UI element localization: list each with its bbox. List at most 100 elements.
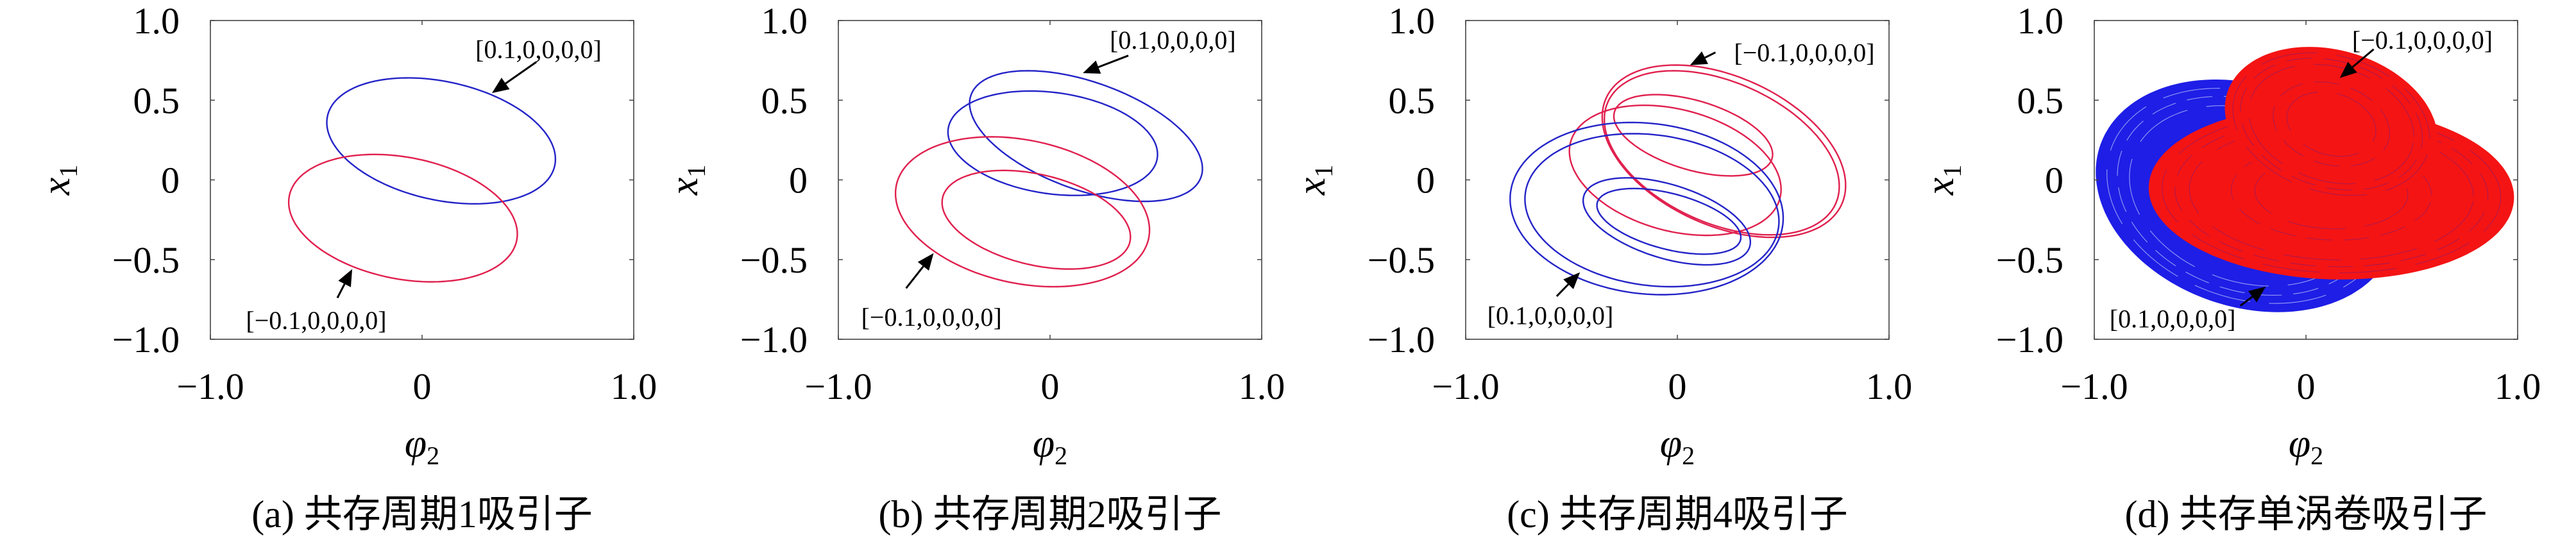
y-tick-label: 0 xyxy=(2045,160,2063,201)
arrow-head-icon xyxy=(2248,286,2266,303)
y-tick-label: −0.5 xyxy=(112,239,180,281)
arrow-shaft xyxy=(1555,283,1570,297)
attractor-texture xyxy=(2174,118,2489,267)
y-axis-label: x1 xyxy=(1290,165,1338,196)
attractor-curve xyxy=(941,169,1131,270)
annotation: [−0.1,0,0,0,0] xyxy=(2339,26,2493,78)
attractor-texture xyxy=(2273,81,2390,167)
subfigure-caption: (b) 共存周期2吸引子 xyxy=(879,493,1222,536)
initial-condition-label: [−0.1,0,0,0,0] xyxy=(1734,38,1874,67)
attractor-curve xyxy=(969,70,1203,203)
annotation: [−0.1,0,0,0,0] xyxy=(246,269,387,335)
attractor-texture xyxy=(2286,91,2377,157)
arrow-head-icon xyxy=(917,253,934,271)
arrow-head-icon xyxy=(338,269,353,287)
x-tick-label: −1.0 xyxy=(1432,366,1499,407)
annotation: [−0.1,0,0,0,0] xyxy=(861,253,1002,332)
x-axis-symbol: φ xyxy=(1660,422,1682,466)
series-1 xyxy=(287,153,518,283)
y-tick-label: −0.5 xyxy=(740,239,808,281)
arrow-head-icon xyxy=(1083,60,1101,74)
x-tick-label: 0 xyxy=(1668,366,1687,407)
plot-area xyxy=(287,77,557,283)
attractor-curve xyxy=(1601,64,1847,239)
attractor-curve xyxy=(1568,105,1782,237)
attractor-texture xyxy=(2240,58,2423,190)
y-tick-label: −1.0 xyxy=(112,319,180,360)
x-axis-subscript: 2 xyxy=(1055,441,1067,470)
initial-condition-label: [−0.1,0,0,0,0] xyxy=(2352,26,2493,55)
y-tick-label: 1.0 xyxy=(133,0,180,42)
initial-condition-label: [0.1,0,0,0,0] xyxy=(1487,301,1614,330)
y-axis-subscript: 1 xyxy=(54,165,83,178)
subfigure-caption: (c) 共存周期4吸引子 xyxy=(1507,493,1848,536)
y-tick-label: 1.0 xyxy=(2017,0,2064,42)
attractor-curve xyxy=(326,77,557,205)
y-tick-label: −1.0 xyxy=(740,319,808,360)
y-tick-label: 0.5 xyxy=(2017,80,2064,121)
annotation: [0.1,0,0,0,0] xyxy=(1083,26,1236,74)
y-tick-label: 0 xyxy=(161,160,180,201)
x-axis-label: φ2 xyxy=(1033,422,1067,470)
x-tick-label: 0 xyxy=(1041,366,1060,407)
attractor-texture xyxy=(2230,144,2432,240)
x-tick-label: 1.0 xyxy=(2495,366,2541,407)
x-tick-label: −1.0 xyxy=(176,366,244,407)
series-0 xyxy=(947,70,1203,203)
arrow-shaft xyxy=(505,61,538,85)
arrow-head-icon xyxy=(1563,272,1580,289)
initial-condition-label: [−0.1,0,0,0,0] xyxy=(861,303,1002,332)
x-axis-label: φ2 xyxy=(1660,422,1695,470)
attractor-curve xyxy=(1509,121,1784,296)
subplot-a: −1.0 0 1.0 1.0 0.5 0 −0.5 −1.0 φ2 x1 [0.1,0,0,0,0]… xyxy=(35,0,657,536)
series-0 xyxy=(1568,64,1847,239)
y-axis-label: x1 xyxy=(663,165,711,196)
initial-condition-label: [−0.1,0,0,0,0] xyxy=(246,306,386,335)
subfigure-caption: (d) 共存单涡卷吸引子 xyxy=(2125,493,2487,536)
attractor-curve xyxy=(1524,133,1780,288)
y-tick-label: 0.5 xyxy=(1389,80,1436,121)
attractor-region xyxy=(2224,47,2438,201)
y-tick-label: −0.5 xyxy=(1996,239,2063,281)
annotation: [−0.1,0,0,0,0] xyxy=(1690,38,1875,67)
y-axis-symbol: x xyxy=(663,177,706,196)
arrow-shaft xyxy=(2351,48,2375,68)
x-tick-label: 0 xyxy=(413,366,432,407)
x-axis-subscript: 2 xyxy=(427,441,439,470)
arrow-head-icon xyxy=(2339,62,2357,78)
subplot-b: −1.0 0 1.0 1.0 0.5 0 −0.5 −1.0 φ2 x1 [0.1,0,0,0,0]… xyxy=(663,0,1285,536)
plot-area xyxy=(2096,47,2514,312)
attractor-curve xyxy=(894,136,1151,288)
x-tick-label: −1.0 xyxy=(804,366,872,407)
y-tick-label: 1.0 xyxy=(1389,0,1436,42)
y-tick-label: −0.5 xyxy=(1368,239,1435,281)
series-1 xyxy=(2148,47,2514,280)
y-axis-symbol: x xyxy=(1290,177,1334,196)
plot-area xyxy=(1509,64,1847,296)
attractor-curve xyxy=(287,153,518,283)
attractor-curve xyxy=(947,90,1158,196)
subplot-c: −1.0 0 1.0 1.0 0.5 0 −0.5 −1.0 φ2 x1 [−0.1,0,0,0,0… xyxy=(1290,0,1912,536)
arrow-shaft xyxy=(905,266,924,289)
x-tick-label: −1.0 xyxy=(2060,366,2128,407)
series-1 xyxy=(1509,121,1784,296)
arrow-shaft xyxy=(1097,55,1129,69)
series-1 xyxy=(894,136,1151,288)
initial-condition-label: [0.1,0,0,0,0] xyxy=(1110,26,1236,55)
arrow-shaft xyxy=(2239,296,2253,307)
x-axis-symbol: φ xyxy=(2289,422,2310,466)
y-axis-label: x1 xyxy=(1919,165,1967,196)
x-axis-label: φ2 xyxy=(405,422,439,470)
x-axis-symbol: φ xyxy=(1033,422,1055,466)
initial-condition-label: [0.1,0,0,0,0] xyxy=(475,35,602,64)
x-tick-label: 1.0 xyxy=(1239,366,1285,407)
y-tick-label: −1.0 xyxy=(1996,319,2063,360)
attractor-texture xyxy=(2232,52,2430,196)
subplot-d: −1.0 0 1.0 1.0 0.5 0 −0.5 −1.0 φ2 x1 [−0.1,0,0,0,0… xyxy=(1919,0,2541,536)
y-tick-label: 0 xyxy=(1416,160,1435,201)
x-axis-symbol: φ xyxy=(405,422,427,466)
annotation: [0.1,0,0,0,0] xyxy=(475,35,602,94)
y-axis-subscript: 1 xyxy=(1309,165,1338,178)
x-axis-subscript: 2 xyxy=(1682,441,1695,470)
